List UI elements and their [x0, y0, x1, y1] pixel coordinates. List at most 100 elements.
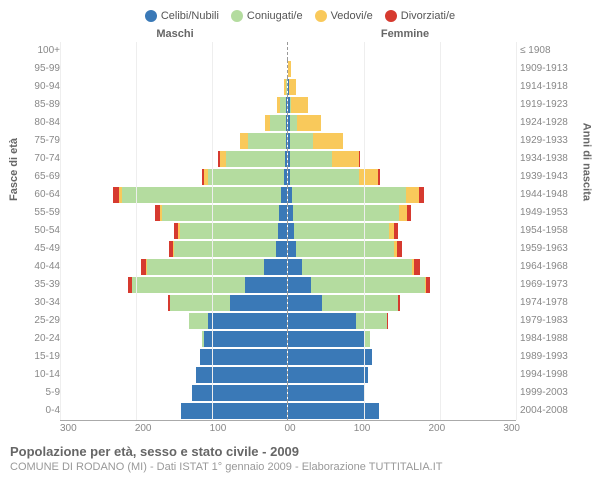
bar-row-female	[288, 60, 516, 78]
birth-label: 1974-1978	[520, 294, 590, 312]
age-label: 20-24	[10, 330, 60, 348]
birth-label: 1954-1958	[520, 222, 590, 240]
birth-label: 1964-1968	[520, 258, 590, 276]
chart-title: Popolazione per età, sesso e stato civil…	[10, 444, 590, 459]
birth-label: ≤ 1908	[520, 42, 590, 60]
bar-row-female	[288, 240, 516, 258]
legend-item: Coniugati/e	[231, 10, 303, 22]
bar-row-male	[60, 240, 288, 258]
legend-swatch	[385, 10, 397, 22]
age-label: 25-29	[10, 312, 60, 330]
bar-row-male	[60, 384, 288, 402]
age-label: 35-39	[10, 276, 60, 294]
age-label: 95-99	[10, 60, 60, 78]
bar-row-male	[60, 330, 288, 348]
birth-label: 1949-1953	[520, 204, 590, 222]
bar-row-female	[288, 150, 516, 168]
y-axis-birth: ≤ 19081909-19131914-19181919-19231924-19…	[516, 42, 590, 421]
age-label: 50-54	[10, 222, 60, 240]
population-pyramid: Fasce di età Anni di nascita Maschi Femm…	[10, 28, 590, 434]
bar-row-female	[288, 402, 516, 420]
age-label: 10-14	[10, 366, 60, 384]
x-ticks-right: 0100200300	[290, 423, 520, 434]
bar-row-male	[60, 276, 288, 294]
bar-row-male	[60, 114, 288, 132]
birth-label: 1979-1983	[520, 312, 590, 330]
birth-label: 1999-2003	[520, 384, 590, 402]
plot-area	[60, 42, 516, 421]
bar-row-male	[60, 150, 288, 168]
age-label: 40-44	[10, 258, 60, 276]
birth-label: 1984-1988	[520, 330, 590, 348]
age-label: 45-49	[10, 240, 60, 258]
legend-item: Vedovi/e	[315, 10, 373, 22]
bar-row-female	[288, 114, 516, 132]
chart-subtitle: COMUNE DI RODANO (MI) - Dati ISTAT 1° ge…	[10, 461, 590, 473]
y-axis-title-right: Anni di nascita	[580, 123, 592, 201]
y-axis-age: 100+95-9990-9485-8980-8475-7970-7465-696…	[10, 42, 60, 421]
bars-male	[60, 42, 288, 420]
birth-label: 1969-1973	[520, 276, 590, 294]
birth-label: 1914-1918	[520, 78, 590, 96]
bar-row-male	[60, 204, 288, 222]
age-label: 0-4	[10, 402, 60, 420]
y-axis-title-left: Fasce di età	[8, 138, 20, 201]
header-males: Maschi	[60, 28, 290, 40]
bar-row-female	[288, 78, 516, 96]
header-females: Femmine	[290, 28, 520, 40]
bar-row-male	[60, 60, 288, 78]
legend: Celibi/Nubili Coniugati/e Vedovi/e Divorzia…	[10, 10, 590, 22]
bar-row-female	[288, 186, 516, 204]
bar-row-male	[60, 222, 288, 240]
bar-row-female	[288, 384, 516, 402]
bar-row-female	[288, 204, 516, 222]
age-label: 5-9	[10, 384, 60, 402]
bar-row-male	[60, 312, 288, 330]
legend-label: Divorziati/e	[401, 10, 455, 22]
bar-row-female	[288, 168, 516, 186]
bar-row-male	[60, 186, 288, 204]
bar-row-female	[288, 132, 516, 150]
birth-label: 2004-2008	[520, 402, 590, 420]
age-label: 90-94	[10, 78, 60, 96]
bar-row-male	[60, 402, 288, 420]
legend-swatch	[231, 10, 243, 22]
chart-header: Maschi Femmine	[10, 28, 590, 40]
birth-label: 1919-1923	[520, 96, 590, 114]
bar-row-male	[60, 348, 288, 366]
bar-row-female	[288, 258, 516, 276]
legend-item: Celibi/Nubili	[145, 10, 219, 22]
bar-row-male	[60, 132, 288, 150]
x-ticks-left: 3002001000	[60, 423, 290, 434]
bar-row-female	[288, 222, 516, 240]
age-label: 15-19	[10, 348, 60, 366]
age-label: 55-59	[10, 204, 60, 222]
legend-swatch	[145, 10, 157, 22]
birth-label: 1989-1993	[520, 348, 590, 366]
bar-row-male	[60, 366, 288, 384]
legend-label: Vedovi/e	[331, 10, 373, 22]
bar-row-female	[288, 330, 516, 348]
legend-label: Celibi/Nubili	[161, 10, 219, 22]
age-label: 100+	[10, 42, 60, 60]
x-axis: 3002001000 0100200300	[10, 423, 590, 434]
bar-row-female	[288, 42, 516, 60]
bar-row-male	[60, 42, 288, 60]
bar-row-female	[288, 312, 516, 330]
age-label: 80-84	[10, 114, 60, 132]
bar-row-female	[288, 96, 516, 114]
bar-row-female	[288, 348, 516, 366]
bar-row-male	[60, 168, 288, 186]
legend-swatch	[315, 10, 327, 22]
legend-label: Coniugati/e	[247, 10, 303, 22]
bar-row-female	[288, 366, 516, 384]
birth-label: 1959-1963	[520, 240, 590, 258]
age-label: 85-89	[10, 96, 60, 114]
bar-row-male	[60, 258, 288, 276]
bars-female	[288, 42, 516, 420]
bar-row-female	[288, 294, 516, 312]
bar-row-male	[60, 96, 288, 114]
bar-row-male	[60, 294, 288, 312]
age-label: 30-34	[10, 294, 60, 312]
birth-label: 1994-1998	[520, 366, 590, 384]
